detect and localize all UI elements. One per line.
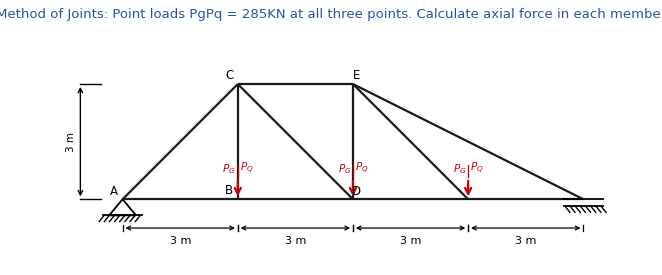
Text: D: D: [352, 185, 361, 198]
Text: C: C: [225, 69, 234, 82]
Text: $P_Q$: $P_Q$: [355, 161, 369, 176]
Text: E: E: [353, 69, 361, 82]
Text: $P_G$: $P_G$: [338, 162, 351, 176]
Text: $P_G$: $P_G$: [453, 162, 466, 176]
Text: A: A: [110, 185, 118, 198]
Text: Method of Joints: Point loads PgPq = 285KN at all three points. Calculate axial : Method of Joints: Point loads PgPq = 285…: [0, 8, 662, 21]
Text: 3 m: 3 m: [169, 236, 191, 246]
Text: $P_Q$: $P_Q$: [470, 161, 484, 176]
Text: 3 m: 3 m: [515, 236, 536, 246]
Text: 3 m: 3 m: [285, 236, 306, 246]
Text: B: B: [225, 184, 234, 197]
Text: $P_G$: $P_G$: [222, 162, 236, 176]
Text: 3 m: 3 m: [66, 132, 75, 152]
Text: $P_Q$: $P_Q$: [240, 161, 254, 176]
Text: 3 m: 3 m: [400, 236, 421, 246]
